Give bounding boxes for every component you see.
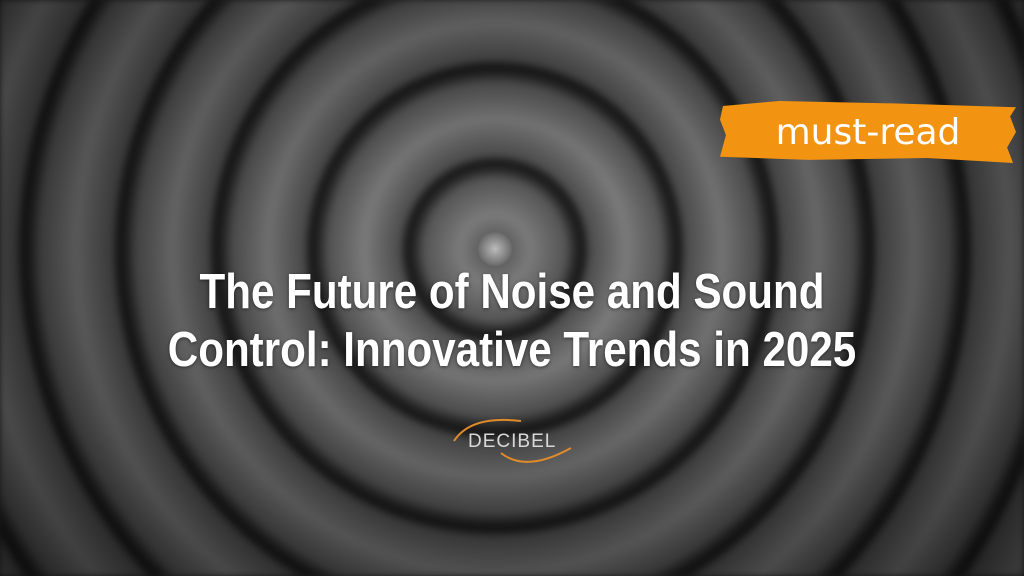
speaker-center [478, 232, 512, 266]
logo-swoosh-icon [453, 418, 572, 463]
headline: The Future of Noise and Sound Control: I… [0, 263, 1024, 379]
decibel-logo: DECIBEL [446, 413, 576, 468]
headline-line-2: Control: Innovative Trends in 2025 [167, 323, 857, 377]
logo-text: DECIBEL [468, 431, 557, 452]
badge-label: must-read [775, 111, 961, 153]
headline-line-1: The Future of Noise and Sound [199, 265, 825, 319]
must-read-badge: must-read [720, 101, 1016, 163]
